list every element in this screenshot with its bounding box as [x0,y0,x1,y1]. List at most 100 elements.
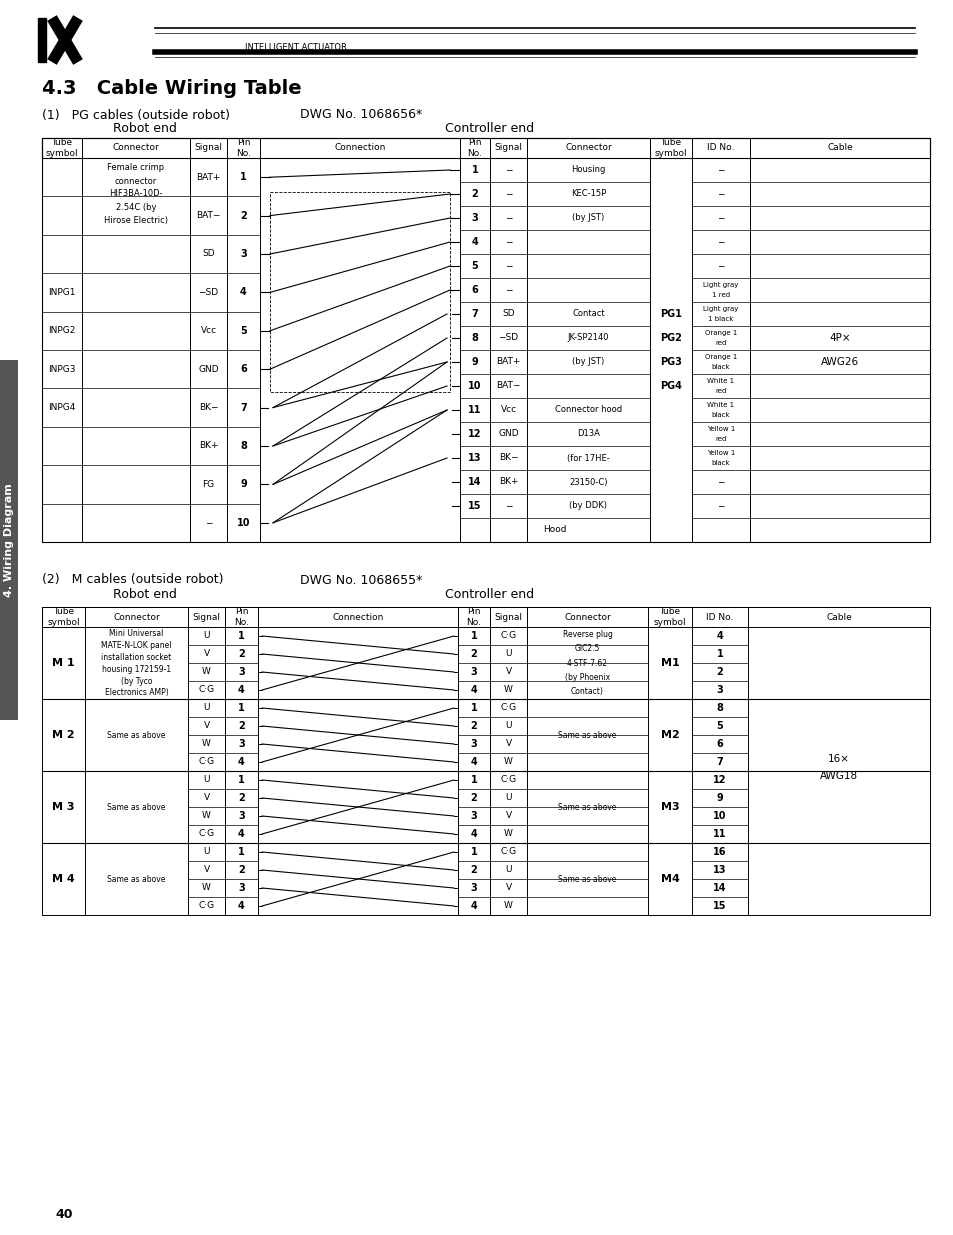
Text: Light gray: Light gray [702,306,738,311]
Text: −: − [205,519,212,527]
Text: Electronics AMP): Electronics AMP) [105,688,168,698]
Text: 2.54C (by: 2.54C (by [115,203,156,211]
Text: (by Phoenix: (by Phoenix [564,673,609,682]
Text: −: − [717,262,724,270]
Text: 2: 2 [238,793,245,803]
Text: 3: 3 [238,667,245,677]
Text: 9: 9 [716,793,722,803]
Text: D13A: D13A [577,430,599,438]
Text: 4: 4 [240,288,247,298]
Text: 4: 4 [471,237,477,247]
Text: 3: 3 [240,249,247,259]
Text: Cable: Cable [826,143,852,152]
Text: ID No.: ID No. [706,143,734,152]
Text: V: V [505,883,511,893]
Text: −: − [717,165,724,174]
Text: U: U [203,704,210,713]
Text: BK+: BK+ [498,478,517,487]
Text: 4: 4 [470,902,476,911]
Text: ID No.: ID No. [705,613,733,621]
Text: V: V [203,866,210,874]
Text: 3: 3 [238,883,245,893]
Text: BAT−: BAT− [496,382,520,390]
Text: SD: SD [202,249,214,258]
Text: housing 172159-1: housing 172159-1 [102,664,171,673]
Text: V: V [203,650,210,658]
Text: −: − [717,237,724,247]
Text: Connector: Connector [564,143,611,152]
Text: red: red [715,436,726,442]
Text: −: − [504,237,512,247]
Text: 23150-C): 23150-C) [569,478,607,487]
Text: PG3: PG3 [659,357,681,367]
Text: −: − [504,285,512,294]
Text: 3: 3 [716,685,722,695]
Text: 8: 8 [471,333,478,343]
Text: 1: 1 [238,847,245,857]
Text: red: red [715,341,726,346]
Text: 16×: 16× [827,755,849,764]
Text: 1: 1 [470,847,476,857]
Text: 6: 6 [716,739,722,748]
Text: 5: 5 [240,326,247,336]
Text: 5: 5 [716,721,722,731]
Text: 12: 12 [713,776,726,785]
Text: C·G: C·G [198,830,214,839]
Text: Hirose Electric): Hirose Electric) [104,215,168,225]
Text: 40: 40 [55,1209,72,1221]
Text: 2: 2 [470,793,476,803]
Text: 14: 14 [713,883,726,893]
Text: 1: 1 [238,776,245,785]
Text: M3: M3 [660,802,679,811]
Text: Pin
No.: Pin No. [467,138,482,158]
Text: Reverse plug: Reverse plug [562,630,612,638]
Text: V: V [203,794,210,803]
Text: −: − [717,478,724,487]
Text: 7: 7 [240,403,247,412]
Text: −: − [504,165,512,174]
Text: Vcc: Vcc [200,326,216,335]
Text: 4: 4 [470,829,476,839]
Text: BK−: BK− [498,453,517,462]
Text: 15: 15 [713,902,726,911]
Text: Same as above: Same as above [558,874,616,883]
Text: Tube
symbol: Tube symbol [46,138,78,158]
Text: SD: SD [501,310,515,319]
Text: connector: connector [114,177,157,185]
Text: Pin
No.: Pin No. [233,608,249,626]
Text: 13: 13 [713,864,726,876]
Text: U: U [505,650,511,658]
Text: −SD: −SD [497,333,518,342]
Text: 1: 1 [240,172,247,183]
Text: 8: 8 [240,441,247,451]
Text: U: U [203,847,210,857]
Text: V: V [203,721,210,730]
Text: DWG No. 1068655*: DWG No. 1068655* [299,573,422,587]
Text: Orange 1: Orange 1 [704,330,737,336]
Text: INTELLIGENT ACTUATOR: INTELLIGENT ACTUATOR [245,42,347,52]
Text: −SD: −SD [198,288,218,296]
Text: 1 red: 1 red [711,293,729,299]
Text: Yellow 1: Yellow 1 [706,450,735,456]
Text: −: − [504,214,512,222]
Text: INPG2: INPG2 [49,326,75,335]
Text: black: black [711,364,730,370]
Bar [42,606,929,915]
Text: 4: 4 [470,757,476,767]
Text: Housing: Housing [571,165,605,174]
Text: GND: GND [198,364,218,374]
Text: JK-SP2140: JK-SP2140 [567,333,609,342]
Text: 2: 2 [470,721,476,731]
Text: 2: 2 [240,211,247,221]
Text: Tube
symbol: Tube symbol [653,608,685,626]
Text: GND: GND [497,430,518,438]
Text: 4: 4 [470,685,476,695]
Text: installation socket: installation socket [101,652,172,662]
Text: W: W [503,685,513,694]
Text: M 3: M 3 [52,802,74,811]
Text: 12: 12 [468,429,481,438]
Text: W: W [202,667,211,677]
Text: Pin
No.: Pin No. [466,608,481,626]
Text: BK−: BK− [198,403,218,412]
Text: M1: M1 [659,658,679,668]
